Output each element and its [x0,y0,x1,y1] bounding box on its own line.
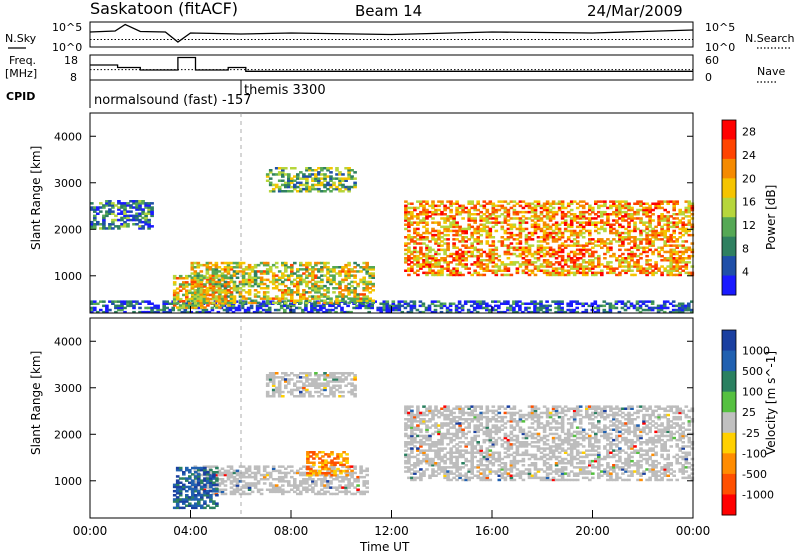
power-y-axis: 1000 2000 3000 4000 [54,130,693,283]
date-title: 24/Mar/2009 [587,2,683,20]
power-ylabel: Slant Range [km] [29,146,43,250]
velocity-colorbar-swatch [722,350,736,372]
nsearch-tick-top: 10^5 [705,21,735,34]
cpid-name-3: themis 3300 [244,83,326,98]
power-colorbar-tick: 28 [742,126,756,139]
power-colorbar-tick: 12 [742,219,756,232]
freq-line [90,56,693,72]
nsearch-tick-bottom: 10^0 [705,41,735,54]
feature-early-positive-flow [172,466,219,510]
feature-near-range-echoes [90,300,694,314]
freq-label: Freq. [9,54,36,67]
velocity-colorbar-swatch [722,432,736,454]
power-heatmap [90,167,695,314]
x-tick-label: 00:00 [676,524,711,538]
nsky-panel-frame [89,21,694,48]
x-tick-label: 00:00 [73,524,108,538]
velocity-colorbar-swatch [722,330,736,352]
freq-panel-frame [89,54,694,81]
time-xlabel: Time UT [359,540,410,554]
y-tick-label: 3000 [54,177,82,190]
power-colorbar-swatch [722,275,736,296]
x-tick-label: 20:00 [575,524,610,538]
freq-unit: [MHz] [5,67,37,80]
feature-negative-flow-patch [306,451,349,477]
y-tick-label: 4000 [54,335,82,348]
nsky-line [89,23,694,43]
x-tick-label: 04:00 [173,524,208,538]
power-colorbar-label: Power [dB] [764,185,778,250]
x-tick-label: 08:00 [274,524,309,538]
nsky-trace [89,23,694,43]
power-colorbar-swatch [722,256,736,277]
velocity-colorbar-swatch [722,371,736,393]
velocity-colorbar-tick: 1000 [742,345,770,358]
freq-tick-top: 18 [64,54,78,67]
power-colorbar-tick: 8 [742,242,749,255]
velocity-y-axis: 1000 2000 3000 4000 [54,335,693,488]
y-tick-label: 2000 [54,428,82,441]
power-colorbar-tick: 24 [742,149,756,162]
power-colorbar-swatch [722,236,736,257]
y-tick-label: 1000 [54,270,82,283]
cpid-name-1: normalsound (fast) [94,93,218,108]
y-tick-label: 4000 [54,130,82,143]
nave-tick-bottom: 0 [705,71,712,84]
power-colorbar-swatch [722,158,736,179]
beam-title: Beam 14 [355,2,422,20]
nsky-tick-top: 10^5 [52,21,82,34]
velocity-colorbar-tick: 100 [742,386,763,399]
velocity-colorbar-tick: -1000 [742,488,774,501]
velocity-heatmap [172,372,695,510]
power-colorbar-tick: 4 [742,266,749,279]
nsearch-label: N.Search [745,32,795,45]
velocity-colorbar-tick: -25 [742,427,760,440]
y-tick-label: 3000 [54,382,82,395]
velocity-ylabel: Slant Range [km] [29,351,43,455]
velocity-colorbar-tick: 500 [742,365,763,378]
velocity-colorbar-swatch [722,453,736,475]
x-tick-label: 12:00 [374,524,409,538]
y-tick-label: 1000 [54,475,82,488]
velocity-colorbar-swatch [722,391,736,413]
time-x-axis: 00:00 04:00 08:00 12:00 16:00 20:00 00:00 [73,306,711,538]
power-colorbar: 4 8 12 16 20 24 28 [721,119,756,296]
velocity-colorbar-label: Velocity [m s^-1] [764,351,778,455]
x-tick-label: 16:00 [475,524,510,538]
power-colorbar-swatch [722,120,736,140]
freq-trace [90,56,693,72]
feature-evening-ground-scatter [404,405,695,482]
freq-tick-bottom: 8 [70,71,77,84]
power-colorbar-swatch [722,178,736,199]
velocity-colorbar-swatch [722,494,736,516]
feature-upper-scatter [265,372,357,398]
feature-midday-band [190,261,375,305]
nsky-label: N.Sky [5,32,37,45]
velocity-colorbar-swatch [722,473,736,495]
nave-label: Nave [757,65,785,78]
cpid-name-2: -157 [222,93,252,108]
feature-evening-band [404,200,695,277]
nsky-tick-bottom: 10^0 [52,41,82,54]
power-colorbar-swatch [722,197,736,218]
feature-upper-band [265,167,357,193]
y-tick-label: 2000 [54,223,82,236]
cpid-label: CPID [6,90,35,103]
velocity-colorbar: 1000 500 100 25 -25 -100 -500 -1000 [721,329,774,516]
power-colorbar-tick: 16 [742,196,756,209]
station-title: Saskatoon (fitACF) [90,0,238,18]
feature-early-scatter [90,200,154,230]
nave-tick-top: 60 [705,54,719,67]
power-colorbar-swatch [722,217,736,238]
velocity-colorbar-tick: 25 [742,406,756,419]
velocity-colorbar-tick: -500 [742,468,767,481]
power-colorbar-swatch [722,139,736,160]
power-colorbar-tick: 20 [742,172,756,185]
velocity-colorbar-tick: -100 [742,447,767,460]
velocity-colorbar-swatch [722,412,736,434]
